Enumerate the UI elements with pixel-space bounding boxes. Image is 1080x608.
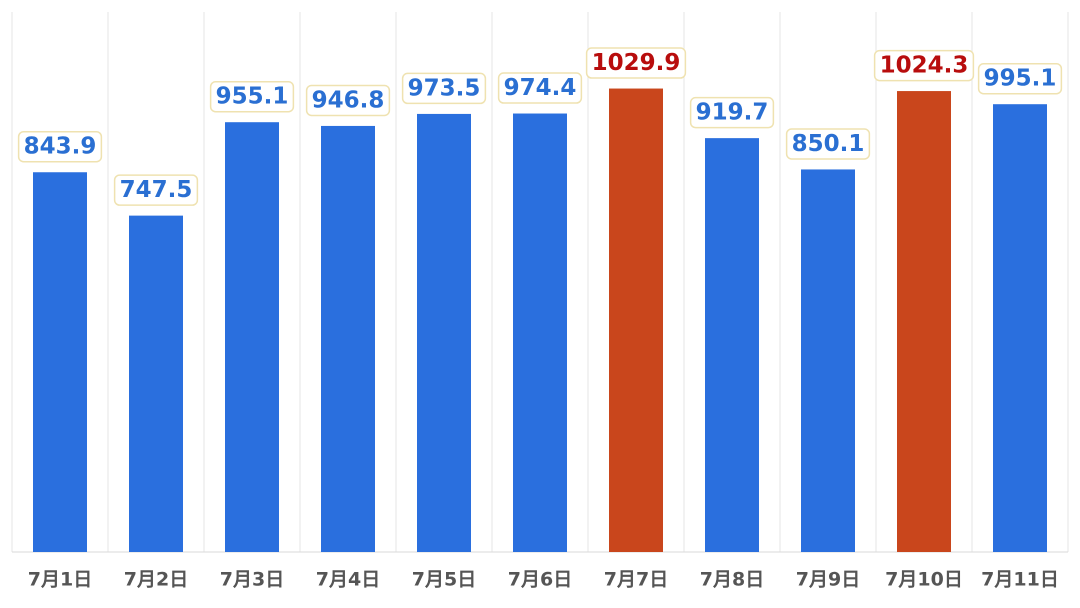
value-label-box — [17, 130, 103, 163]
value-label-box — [873, 49, 975, 82]
value-label: 1029.9 — [592, 50, 681, 76]
bar — [513, 113, 567, 553]
value-label: 843.9 — [24, 134, 97, 160]
x-tick-label: 7月3日 — [220, 569, 284, 591]
value-label-box — [977, 62, 1063, 95]
x-tick-label: 7月6日 — [508, 569, 572, 591]
value-label: 1024.3 — [880, 53, 969, 79]
value-label: 919.7 — [696, 100, 769, 126]
bar — [129, 215, 183, 552]
x-tick-label: 7月11日 — [981, 569, 1059, 591]
value-label: 974.4 — [504, 75, 577, 101]
value-label-box — [785, 128, 871, 160]
x-tick-label: 7月2日 — [124, 569, 188, 591]
bar — [33, 172, 87, 552]
value-label-box — [585, 47, 687, 79]
x-tick-label: 7月1日 — [28, 569, 92, 591]
bar — [897, 91, 951, 552]
bar — [609, 88, 663, 553]
value-label: 995.1 — [984, 66, 1057, 92]
value-label-box — [113, 174, 199, 206]
bar — [993, 104, 1047, 552]
value-label-box — [497, 72, 583, 104]
value-label-box — [689, 96, 775, 129]
value-label-box — [401, 72, 487, 105]
value-label: 955.1 — [216, 84, 289, 110]
bar — [321, 125, 375, 552]
bar — [705, 138, 759, 552]
value-label-box — [209, 80, 295, 113]
value-label: 850.1 — [792, 131, 865, 157]
bar — [417, 113, 471, 553]
value-label: 973.5 — [408, 75, 481, 101]
value-label-box — [305, 84, 391, 117]
value-label: 747.5 — [120, 177, 193, 203]
bar — [225, 122, 279, 552]
x-tick-label: 7月7日 — [604, 569, 668, 591]
x-tick-label: 7月9日 — [796, 569, 860, 591]
value-label: 946.8 — [312, 87, 385, 113]
x-tick-label: 7月8日 — [700, 569, 764, 591]
x-tick-label: 7月4日 — [316, 569, 380, 591]
x-tick-label: 7月10日 — [885, 569, 963, 591]
x-tick-label: 7月5日 — [412, 569, 476, 591]
bar — [801, 169, 855, 552]
